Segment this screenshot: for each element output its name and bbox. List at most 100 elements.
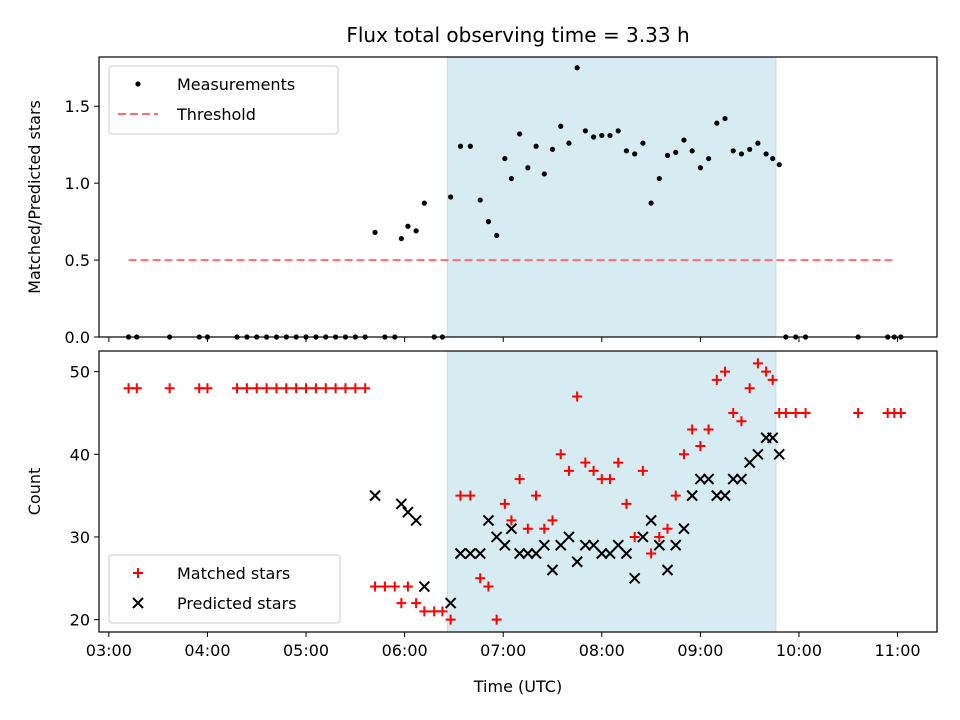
data-point: [525, 165, 531, 171]
legend-box: [108, 65, 339, 135]
data-point: [747, 146, 753, 152]
data-point: [533, 143, 539, 149]
data-point: [895, 407, 906, 418]
data-point: [588, 465, 599, 476]
data-point: [531, 490, 542, 501]
data-point: [711, 489, 723, 502]
data-point: [563, 531, 575, 543]
data-point: [780, 407, 791, 418]
data-point: [695, 441, 706, 452]
y-tick-label: 30: [70, 528, 90, 547]
data-point: [728, 407, 739, 418]
data-point: [455, 490, 466, 501]
data-point: [615, 128, 621, 134]
data-point: [720, 366, 731, 377]
data-point: [547, 515, 558, 526]
data-point: [678, 522, 690, 535]
data-point: [360, 383, 371, 394]
x-tick-label: 06:00: [382, 641, 428, 660]
y-tick-label: 0.0: [65, 328, 90, 347]
data-point: [539, 523, 550, 534]
data-point: [752, 358, 763, 369]
data-point: [164, 383, 175, 394]
data-point: [566, 140, 572, 146]
legend-marker-x: [132, 597, 144, 609]
data-point: [571, 556, 583, 568]
data-point: [596, 547, 608, 560]
legend-label: Predicted stars: [177, 594, 297, 613]
data-point: [454, 547, 467, 560]
data-point: [549, 146, 556, 152]
chart-title: Flux total observing time = 3.33 h: [346, 23, 689, 47]
data-point: [517, 131, 523, 137]
data-point: [437, 606, 448, 617]
data-point: [448, 194, 454, 200]
data-point: [706, 155, 712, 162]
top-panel: 0.0 0.5 1.0 1.5 Matched/Predicted stars Measu…: [25, 56, 938, 347]
data-point: [241, 383, 252, 394]
data-point: [648, 200, 654, 206]
observing-span: [446, 350, 777, 633]
y-tick-label: 50: [70, 363, 90, 382]
data-point: [673, 149, 679, 155]
data-point: [678, 449, 689, 460]
data-point: [664, 152, 671, 159]
data-point: [483, 581, 494, 592]
data-point: [776, 162, 782, 168]
data-point: [736, 416, 747, 427]
legend: Matched stars Predicted stars: [108, 554, 341, 624]
legend-marker-plus: [133, 568, 143, 578]
data-point: [697, 165, 703, 171]
data-point: [687, 424, 698, 435]
data-point: [637, 531, 649, 543]
data-point: [670, 490, 681, 501]
data-point: [711, 374, 722, 385]
data-point: [628, 572, 641, 584]
data-point: [395, 498, 408, 510]
data-point: [310, 383, 321, 394]
data-point: [613, 457, 624, 468]
data-point: [505, 522, 518, 535]
data-point: [410, 514, 422, 527]
legend: Measurements Threshold: [108, 65, 339, 135]
data-point: [563, 465, 574, 476]
data-point: [770, 155, 776, 162]
series-predicted-stars: [369, 432, 785, 609]
x-tick-label: 03:00: [86, 641, 132, 660]
data-point: [766, 432, 779, 444]
data-point: [475, 573, 486, 584]
data-point: [379, 581, 390, 592]
data-point: [572, 391, 583, 402]
data-point: [714, 120, 720, 126]
data-point: [402, 581, 413, 592]
x-tick-label: 11:00: [875, 641, 921, 660]
y-axis-label: Count: [25, 468, 44, 516]
data-point: [579, 539, 592, 551]
data-point: [457, 143, 464, 149]
data-point: [482, 514, 495, 527]
data-point: [653, 539, 666, 551]
data-point: [418, 580, 431, 593]
data-point: [607, 132, 613, 139]
data-point: [800, 407, 811, 418]
data-point: [681, 137, 687, 143]
data-point: [730, 148, 736, 154]
data-point: [413, 228, 419, 234]
data-point: [694, 473, 707, 485]
data-point: [396, 598, 407, 609]
x-tick-label: 07:00: [480, 641, 526, 660]
legend-label: Threshold: [176, 105, 256, 124]
data-point: [281, 383, 292, 394]
data-point: [640, 140, 646, 146]
data-point: [485, 219, 492, 225]
data-point: [767, 374, 778, 385]
data-point: [499, 498, 510, 509]
data-point: [330, 383, 341, 394]
data-point: [464, 547, 477, 560]
data-point: [574, 65, 580, 71]
x-tick-label: 08:00: [579, 641, 625, 660]
data-point: [738, 151, 745, 157]
data-point: [629, 531, 640, 542]
data-point: [735, 473, 748, 485]
data-point: [320, 383, 331, 394]
